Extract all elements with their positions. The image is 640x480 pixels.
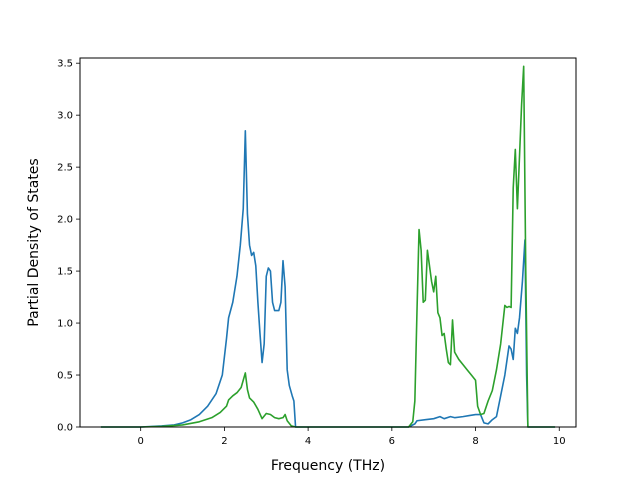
y-tick-label: 3.0 (57, 111, 73, 122)
y-tick-label: 0.5 (57, 371, 73, 382)
x-tick-label: 6 (389, 436, 395, 447)
x-tick-label: 8 (472, 436, 478, 447)
series-line-2 (100, 65, 556, 428)
y-tick-label: 2.0 (57, 215, 73, 226)
y-tick-label: 1.5 (57, 267, 73, 278)
axes-frame (79, 57, 577, 428)
series-layer (100, 65, 556, 428)
y-tick-label: 2.5 (57, 163, 73, 174)
series-line-1 (100, 129, 556, 428)
x-tick-label: 0 (138, 436, 144, 447)
tick-layer: 0 2 4 6 8 10 0.0 0.5 1.0 1.5 2.0 2.5 3.0 3.5 (57, 59, 566, 447)
x-tick-label: 4 (305, 436, 311, 447)
y-tick-label: 3.5 (57, 59, 73, 70)
y-tick-label: 1.0 (57, 319, 73, 330)
x-tick-label: 2 (221, 436, 227, 447)
y-axis-label: Partial Density of States (26, 158, 42, 326)
x-axis-label: Frequency (THz) (271, 458, 385, 474)
y-tick-label: 0.0 (57, 423, 73, 434)
x-tick-label: 10 (553, 436, 566, 447)
